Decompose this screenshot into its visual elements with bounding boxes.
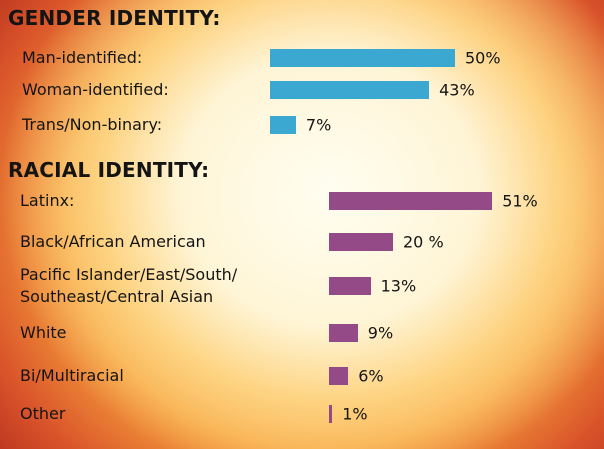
value-label: 51% (502, 192, 538, 211)
category-label: Woman-identified: (22, 79, 169, 101)
bar (329, 367, 348, 385)
bar (270, 116, 296, 134)
chart-title: RACIAL IDENTITY: (8, 158, 209, 182)
value-label: 50% (465, 49, 501, 68)
category-label: Man-identified: (22, 47, 142, 69)
bar (329, 277, 371, 295)
bar (329, 192, 492, 210)
category-label: White (20, 322, 67, 344)
category-label: Black/African American (20, 231, 206, 253)
value-label: 1% (342, 405, 367, 424)
bar (329, 405, 332, 423)
value-label: 9% (368, 324, 393, 343)
category-label: Pacific Islander/East/South/ Southeast/C… (20, 264, 237, 308)
category-label: Trans/Non-binary: (22, 114, 162, 136)
bar (270, 81, 429, 99)
chart-title: GENDER IDENTITY: (8, 6, 221, 30)
bar (329, 324, 358, 342)
bar (270, 49, 455, 67)
bar (329, 233, 393, 251)
value-label: 13% (381, 277, 417, 296)
value-label: 6% (358, 367, 383, 386)
value-label: 20 % (403, 233, 444, 252)
category-label: Bi/Multiracial (20, 365, 124, 387)
infographic: GENDER IDENTITY: RACIAL IDENTITY: Man-id… (0, 0, 604, 449)
category-label: Other (20, 403, 65, 425)
value-label: 43% (439, 81, 475, 100)
value-label: 7% (306, 116, 331, 135)
category-label: Latinx: (20, 190, 74, 212)
